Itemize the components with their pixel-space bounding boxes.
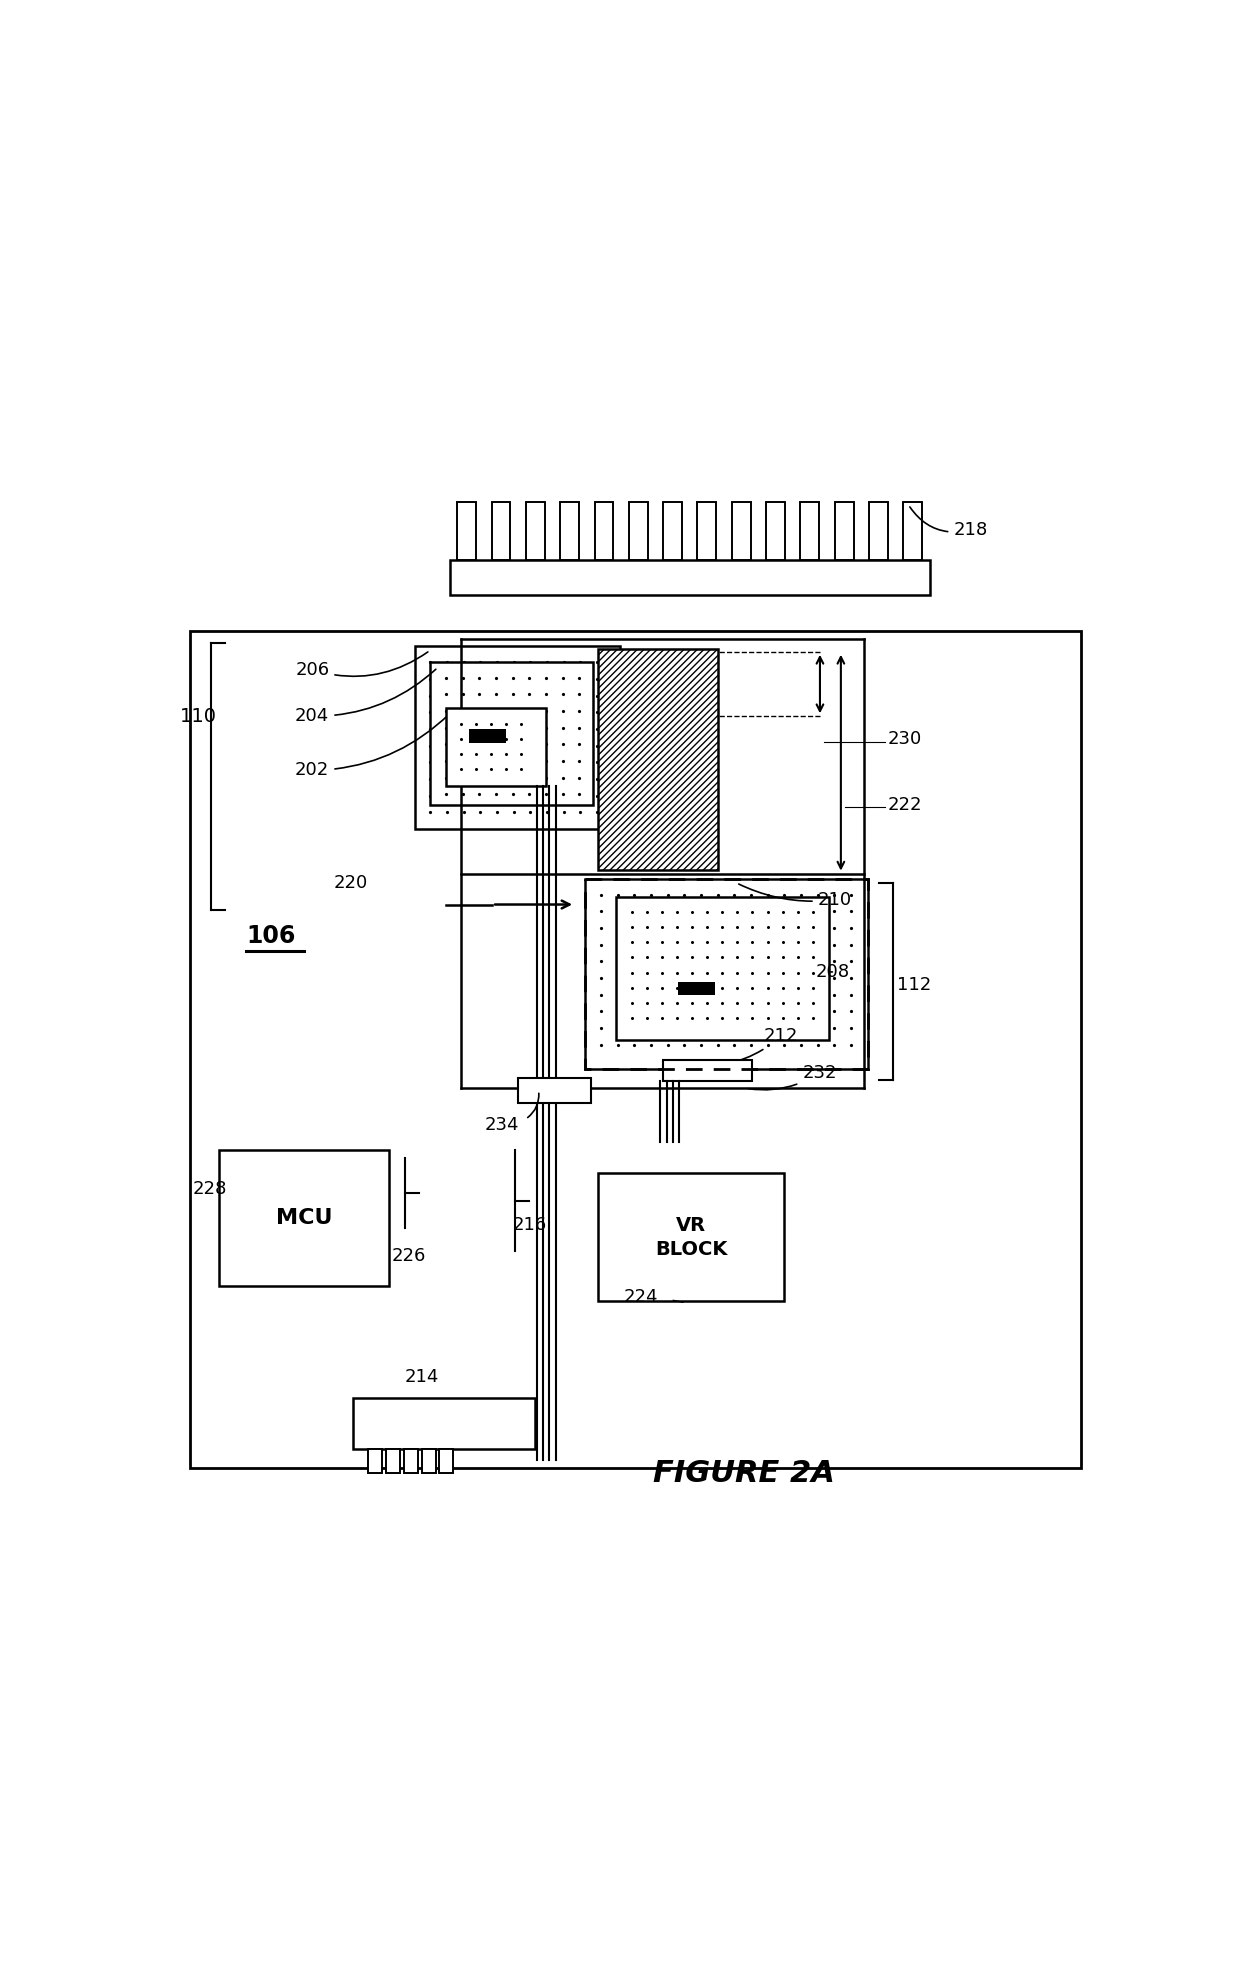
Bar bbox=[491, 501, 511, 559]
Text: 232: 232 bbox=[748, 1064, 837, 1089]
Bar bbox=[766, 501, 785, 559]
Text: FIGURE 2A: FIGURE 2A bbox=[653, 1459, 835, 1488]
Bar bbox=[801, 501, 820, 559]
Bar bbox=[904, 501, 923, 559]
Bar bbox=[616, 897, 830, 1040]
Bar bbox=[458, 501, 476, 559]
Text: 208: 208 bbox=[816, 964, 849, 982]
Bar bbox=[678, 982, 715, 995]
Bar bbox=[352, 1398, 534, 1449]
Bar bbox=[430, 662, 593, 805]
Text: 110: 110 bbox=[180, 707, 217, 726]
Bar bbox=[449, 559, 930, 595]
Bar bbox=[662, 1060, 751, 1082]
Bar bbox=[732, 501, 750, 559]
Bar bbox=[190, 630, 1081, 1468]
Bar bbox=[518, 1078, 591, 1103]
Bar bbox=[414, 646, 620, 828]
Bar bbox=[560, 501, 579, 559]
Bar bbox=[629, 501, 647, 559]
Text: 230: 230 bbox=[888, 730, 921, 748]
Bar bbox=[368, 1449, 382, 1474]
Bar bbox=[469, 730, 506, 742]
Bar bbox=[422, 1449, 435, 1474]
Text: 212: 212 bbox=[686, 1027, 797, 1066]
Bar bbox=[526, 501, 544, 559]
Text: 234: 234 bbox=[485, 1115, 518, 1133]
Bar bbox=[835, 501, 853, 559]
Text: 210: 210 bbox=[739, 883, 852, 909]
Text: 206: 206 bbox=[295, 652, 428, 679]
Text: 202: 202 bbox=[295, 715, 449, 779]
Text: 106: 106 bbox=[247, 923, 296, 948]
Text: 204: 204 bbox=[295, 669, 435, 724]
Bar bbox=[404, 1449, 418, 1474]
Text: 222: 222 bbox=[888, 797, 921, 815]
Bar bbox=[663, 501, 682, 559]
Bar bbox=[598, 1174, 784, 1301]
Bar bbox=[585, 879, 868, 1068]
Bar bbox=[697, 501, 717, 559]
Text: VR
BLOCK: VR BLOCK bbox=[655, 1217, 728, 1258]
Text: 226: 226 bbox=[392, 1247, 425, 1266]
Bar bbox=[218, 1150, 389, 1286]
Text: 214: 214 bbox=[404, 1368, 439, 1386]
Text: 224: 224 bbox=[624, 1288, 658, 1307]
Text: 228: 228 bbox=[192, 1180, 227, 1197]
Bar bbox=[386, 1449, 399, 1474]
Bar bbox=[869, 501, 888, 559]
Text: MCU: MCU bbox=[275, 1207, 332, 1229]
Bar bbox=[445, 709, 547, 785]
Bar bbox=[439, 1449, 454, 1474]
Bar bbox=[585, 879, 868, 1068]
Bar bbox=[594, 501, 614, 559]
Bar bbox=[598, 648, 718, 870]
Text: 216: 216 bbox=[513, 1217, 547, 1235]
Text: 218: 218 bbox=[910, 506, 987, 540]
Text: 112: 112 bbox=[898, 976, 931, 993]
Text: 220: 220 bbox=[334, 874, 367, 891]
